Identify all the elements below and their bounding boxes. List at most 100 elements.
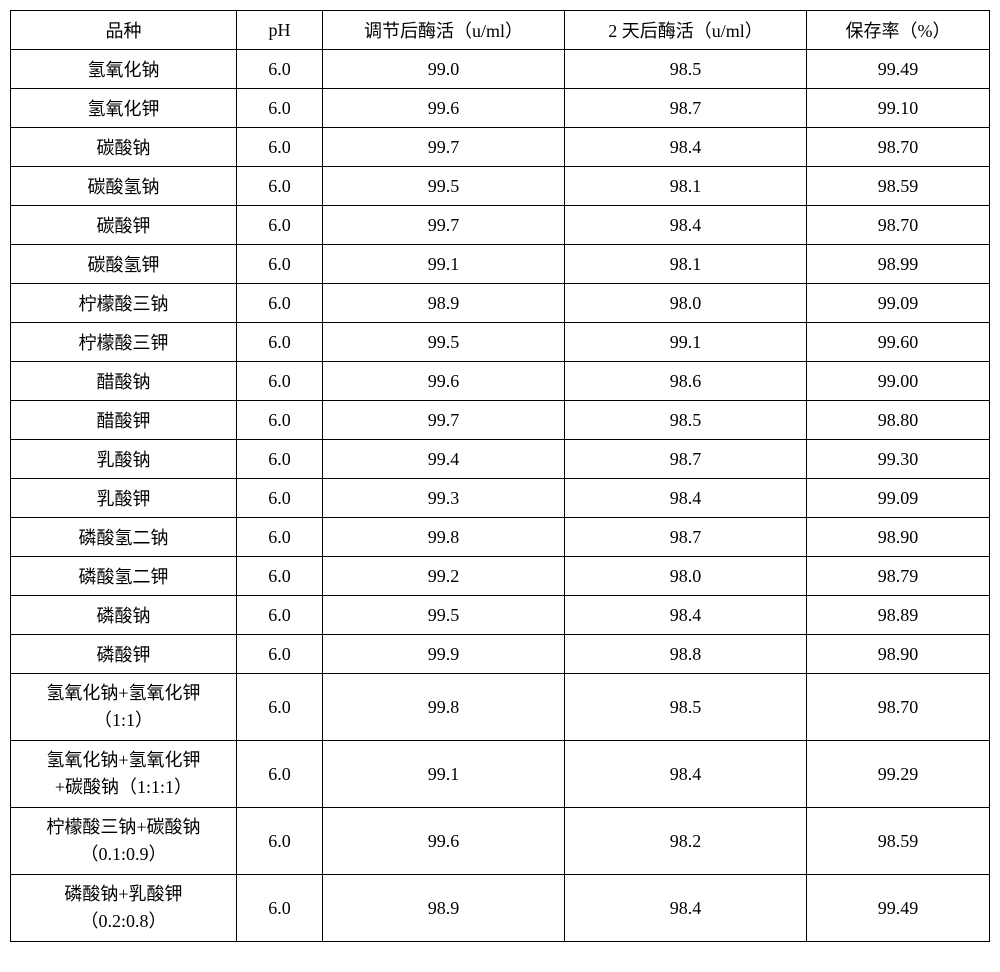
table-row: 醋酸钠6.099.698.699.00 — [11, 362, 990, 401]
cell-preservation-rate: 99.00 — [807, 362, 990, 401]
cell-variety: 磷酸钠 — [11, 596, 237, 635]
cell-preservation-rate: 98.70 — [807, 128, 990, 167]
cell-2day-activity: 98.4 — [565, 206, 807, 245]
cell-variety: 氢氧化钠+氢氧化钾+碳酸钠（1:1:1） — [11, 741, 237, 808]
cell-ph: 6.0 — [236, 50, 322, 89]
cell-preservation-rate: 98.70 — [807, 206, 990, 245]
cell-after-activity: 99.1 — [322, 245, 564, 284]
cell-ph: 6.0 — [236, 440, 322, 479]
cell-after-activity: 99.1 — [322, 741, 564, 808]
col-header-pres: 保存率（%） — [807, 11, 990, 50]
cell-ph: 6.0 — [236, 808, 322, 875]
cell-2day-activity: 98.7 — [565, 518, 807, 557]
col-header-2day: 2 天后酶活（u/ml） — [565, 11, 807, 50]
table-row: 柠檬酸三钾6.099.599.199.60 — [11, 323, 990, 362]
table-row: 氢氧化钾6.099.698.799.10 — [11, 89, 990, 128]
cell-preservation-rate: 98.80 — [807, 401, 990, 440]
table-header-row: 品种 pH 调节后酶活（u/ml） 2 天后酶活（u/ml） 保存率（%） — [11, 11, 990, 50]
table-row: 氢氧化钠+氢氧化钾（1:1）6.099.898.598.70 — [11, 674, 990, 741]
cell-ph: 6.0 — [236, 741, 322, 808]
table-row: 乳酸钠6.099.498.799.30 — [11, 440, 990, 479]
cell-after-activity: 99.6 — [322, 362, 564, 401]
cell-2day-activity: 98.7 — [565, 440, 807, 479]
table-row: 柠檬酸三钠6.098.998.099.09 — [11, 284, 990, 323]
table-row: 氢氧化钠6.099.098.599.49 — [11, 50, 990, 89]
cell-preservation-rate: 99.49 — [807, 50, 990, 89]
cell-ph: 6.0 — [236, 128, 322, 167]
cell-ph: 6.0 — [236, 89, 322, 128]
cell-variety: 碳酸钾 — [11, 206, 237, 245]
cell-after-activity: 99.7 — [322, 206, 564, 245]
cell-preservation-rate: 99.29 — [807, 741, 990, 808]
cell-variety: 柠檬酸三钠+碳酸钠（0.1:0.9） — [11, 808, 237, 875]
cell-preservation-rate: 99.49 — [807, 875, 990, 942]
cell-preservation-rate: 98.90 — [807, 518, 990, 557]
cell-preservation-rate: 99.60 — [807, 323, 990, 362]
cell-ph: 6.0 — [236, 323, 322, 362]
table-row: 碳酸钾6.099.798.498.70 — [11, 206, 990, 245]
table-row: 磷酸钠+乳酸钾（0.2:0.8）6.098.998.499.49 — [11, 875, 990, 942]
cell-preservation-rate: 98.89 — [807, 596, 990, 635]
cell-variety: 乳酸钾 — [11, 479, 237, 518]
cell-2day-activity: 98.5 — [565, 401, 807, 440]
table-row: 乳酸钾6.099.398.499.09 — [11, 479, 990, 518]
cell-2day-activity: 98.4 — [565, 479, 807, 518]
table-body: 氢氧化钠6.099.098.599.49氢氧化钾6.099.698.799.10… — [11, 50, 990, 942]
cell-variety: 乳酸钠 — [11, 440, 237, 479]
cell-after-activity: 99.7 — [322, 128, 564, 167]
cell-2day-activity: 98.0 — [565, 284, 807, 323]
cell-after-activity: 99.5 — [322, 596, 564, 635]
cell-after-activity: 99.2 — [322, 557, 564, 596]
cell-2day-activity: 99.1 — [565, 323, 807, 362]
cell-ph: 6.0 — [236, 518, 322, 557]
col-header-variety: 品种 — [11, 11, 237, 50]
cell-variety: 碳酸氢钠 — [11, 167, 237, 206]
cell-variety: 氢氧化钾 — [11, 89, 237, 128]
cell-2day-activity: 98.1 — [565, 167, 807, 206]
cell-ph: 6.0 — [236, 635, 322, 674]
cell-after-activity: 99.8 — [322, 518, 564, 557]
table-row: 氢氧化钠+氢氧化钾+碳酸钠（1:1:1）6.099.198.499.29 — [11, 741, 990, 808]
cell-ph: 6.0 — [236, 362, 322, 401]
cell-after-activity: 99.4 — [322, 440, 564, 479]
cell-variety: 醋酸钾 — [11, 401, 237, 440]
cell-2day-activity: 98.1 — [565, 245, 807, 284]
cell-ph: 6.0 — [236, 596, 322, 635]
col-header-after: 调节后酶活（u/ml） — [322, 11, 564, 50]
cell-ph: 6.0 — [236, 875, 322, 942]
cell-after-activity: 99.7 — [322, 401, 564, 440]
col-header-ph: pH — [236, 11, 322, 50]
table-row: 磷酸氢二钾6.099.298.098.79 — [11, 557, 990, 596]
table-row: 碳酸氢钾6.099.198.198.99 — [11, 245, 990, 284]
table-row: 磷酸钠6.099.598.498.89 — [11, 596, 990, 635]
cell-variety: 柠檬酸三钾 — [11, 323, 237, 362]
cell-after-activity: 99.6 — [322, 808, 564, 875]
cell-2day-activity: 98.5 — [565, 674, 807, 741]
cell-2day-activity: 98.4 — [565, 875, 807, 942]
cell-variety: 碳酸氢钾 — [11, 245, 237, 284]
cell-variety: 磷酸钠+乳酸钾（0.2:0.8） — [11, 875, 237, 942]
cell-ph: 6.0 — [236, 206, 322, 245]
cell-ph: 6.0 — [236, 557, 322, 596]
cell-after-activity: 99.5 — [322, 323, 564, 362]
cell-2day-activity: 98.2 — [565, 808, 807, 875]
cell-after-activity: 99.6 — [322, 89, 564, 128]
cell-variety: 醋酸钠 — [11, 362, 237, 401]
enzyme-activity-table: 品种 pH 调节后酶活（u/ml） 2 天后酶活（u/ml） 保存率（%） 氢氧… — [10, 10, 990, 942]
cell-ph: 6.0 — [236, 167, 322, 206]
cell-after-activity: 99.8 — [322, 674, 564, 741]
table-row: 醋酸钾6.099.798.598.80 — [11, 401, 990, 440]
cell-variety: 柠檬酸三钠 — [11, 284, 237, 323]
table-row: 磷酸钾6.099.998.898.90 — [11, 635, 990, 674]
cell-2day-activity: 98.8 — [565, 635, 807, 674]
cell-2day-activity: 98.7 — [565, 89, 807, 128]
cell-ph: 6.0 — [236, 245, 322, 284]
cell-2day-activity: 98.4 — [565, 741, 807, 808]
cell-ph: 6.0 — [236, 674, 322, 741]
cell-preservation-rate: 98.79 — [807, 557, 990, 596]
cell-preservation-rate: 99.10 — [807, 89, 990, 128]
cell-2day-activity: 98.6 — [565, 362, 807, 401]
cell-2day-activity: 98.0 — [565, 557, 807, 596]
cell-variety: 磷酸氢二钾 — [11, 557, 237, 596]
cell-ph: 6.0 — [236, 284, 322, 323]
